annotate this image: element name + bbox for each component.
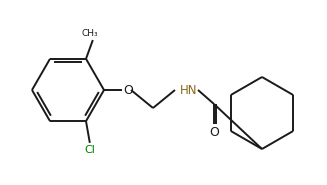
Text: O: O	[123, 83, 133, 97]
Text: Cl: Cl	[84, 145, 95, 155]
Text: HN: HN	[180, 83, 198, 97]
Text: O: O	[209, 126, 219, 139]
Text: CH₃: CH₃	[81, 29, 98, 38]
